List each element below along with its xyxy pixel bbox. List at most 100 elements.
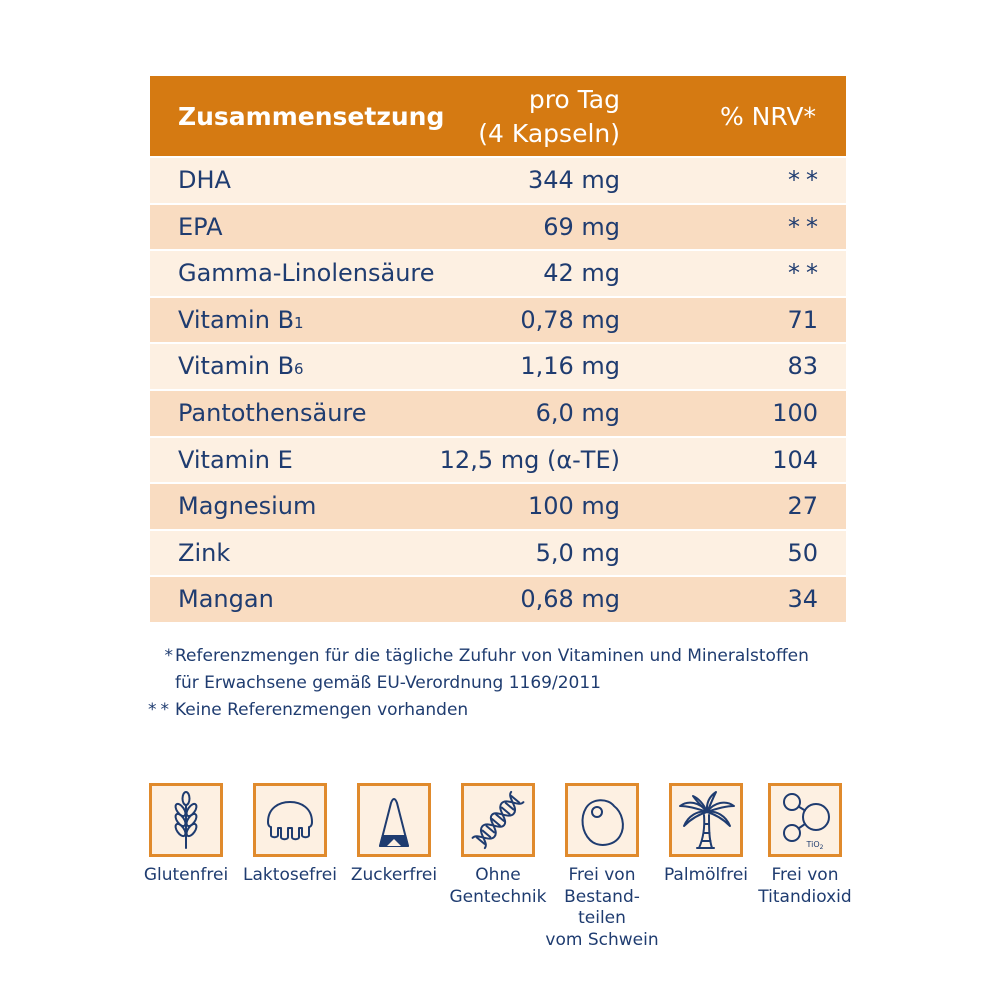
nutrient-name-subscript: 6 xyxy=(294,360,304,379)
badge-label-line: Zuckerfrei xyxy=(350,865,438,885)
nutrient-amount: 12,5 mg (α-TE) xyxy=(439,445,620,474)
badge-label: Laktosefrei xyxy=(225,865,355,887)
palm-tree-icon xyxy=(679,791,735,849)
nutrient-name: Zink xyxy=(178,538,231,567)
nutrient-row: DHA 344 mg ** xyxy=(150,158,846,203)
nutrient-nrv: ** xyxy=(788,259,824,288)
nutrient-name: Vitamin E xyxy=(178,445,293,474)
nutrient-row: Gamma-Linolensäure 42 mg ** xyxy=(150,251,846,296)
nutrient-nrv: 27 xyxy=(787,492,818,521)
nutrient-nrv: ** xyxy=(788,166,824,194)
column-header-per-day-line: pro Tag xyxy=(528,85,620,114)
badge-label: Ohne Gentechnik xyxy=(433,865,563,908)
composition-table: Zusammensetzung pro Tag (4 Kapseln) % NR… xyxy=(150,76,846,622)
footnote: ** Keine Referenzmengen vorhanden xyxy=(0,697,1000,724)
nutrient-row: Mangan 0,68 mg 34 xyxy=(150,577,846,622)
nutrient-amount: 0,68 mg xyxy=(520,585,620,614)
column-header-per-day: pro Tag (4 Kapseln) xyxy=(478,83,620,151)
footnote-continuation: für Erwachsene gemäß EU-Verordnung 1169/… xyxy=(0,670,1000,697)
badge-label-line: Palmölfrei xyxy=(663,865,749,885)
nutrient-row: Zink 5,0 mg 50 xyxy=(150,530,846,576)
badge-icon-box xyxy=(461,783,535,857)
badge-label-line: Titandioxid xyxy=(758,886,852,907)
badge-palm-oil-free: Palmölfrei xyxy=(641,783,771,887)
badge-titanium-dioxide-free: TiO2 Frei von Titandioxid xyxy=(740,783,870,908)
table-header: Zusammensetzung pro Tag (4 Kapseln) % NR… xyxy=(150,76,846,156)
nutrient-row: Vitamin E 12,5 mg (α-TE) 104 xyxy=(150,437,846,483)
badge-label-line: Ohne xyxy=(475,865,521,885)
column-header-composition: Zusammensetzung xyxy=(178,102,445,131)
badge-icon-box xyxy=(669,783,743,857)
nutrient-row: Vitamin B1 0,78 mg 71 xyxy=(150,297,846,346)
svg-text:TiO2: TiO2 xyxy=(806,840,824,851)
badge-label-line: Glutenfrei xyxy=(143,865,229,885)
nutrient-name: Mangan xyxy=(178,585,274,614)
badge-label: Frei von Titandioxid xyxy=(740,865,870,908)
nutrient-amount: 0,78 mg xyxy=(520,305,620,334)
dna-icon xyxy=(471,790,525,850)
product-badges: Glutenfrei Laktosefrei Zuckerfrei xyxy=(0,783,1000,1000)
molecule-formula: TiO xyxy=(806,840,820,849)
tio2-molecule-icon: TiO2 xyxy=(783,793,830,851)
footnotes: * Referenzmengen für die tägliche Zufuhr… xyxy=(0,643,1000,724)
badge-icon-box xyxy=(253,783,327,857)
nutrient-row: EPA 69 mg ** xyxy=(150,204,846,250)
badge-icon-box xyxy=(357,783,431,857)
footnote-text: für Erwachsene gemäß EU-Verordnung 1169/… xyxy=(175,673,601,693)
nutrient-nrv: 83 xyxy=(787,352,818,381)
nutrient-row: Pantothensäure 6,0 mg 100 xyxy=(150,390,846,436)
nutrient-name: EPA xyxy=(178,212,223,241)
column-header-per-day-line: (4 Kapseln) xyxy=(478,119,620,148)
nutrient-amount: 6,0 mg xyxy=(535,398,620,427)
footnote: * Referenzmengen für die tägliche Zufuhr… xyxy=(0,643,1000,670)
nutrient-name: Gamma-Linolensäure xyxy=(178,259,435,288)
nutrient-row: Magnesium 100 mg 27 xyxy=(150,484,846,529)
badge-gluten-free: Glutenfrei xyxy=(121,783,251,887)
nutrient-name: Pantothensäure xyxy=(178,398,367,427)
nutrient-amount: 5,0 mg xyxy=(535,538,620,567)
badge-lactose-free: Laktosefrei xyxy=(225,783,355,887)
badge-label-line: Laktosefrei xyxy=(243,865,337,885)
footnote-text: Referenzmengen für die tägliche Zufuhr v… xyxy=(175,646,809,666)
nutrient-name: Magnesium xyxy=(178,492,317,521)
nutrient-nrv: ** xyxy=(788,212,824,241)
badge-icon-box xyxy=(565,783,639,857)
footnote-text: Keine Referenzmengen vorhanden xyxy=(175,700,469,720)
footnote-marker: * xyxy=(164,646,174,666)
nutrient-name: Vitamin B1 xyxy=(178,298,304,346)
nutrient-nrv: 71 xyxy=(787,305,818,334)
badge-label-line: vom Schwein xyxy=(545,929,659,950)
badge-label-line: Bestand- xyxy=(564,886,640,907)
badge-gmo-free: Ohne Gentechnik xyxy=(433,783,563,908)
nutrient-amount: 42 mg xyxy=(543,259,620,288)
badge-label-line: teilen xyxy=(578,908,626,928)
footnote-marker: ** xyxy=(148,700,173,720)
badge-sugar-free: Zuckerfrei xyxy=(329,783,459,887)
nutrient-nrv: 104 xyxy=(772,445,818,474)
nutrient-amount: 1,16 mg xyxy=(520,352,620,381)
badge-icon-box xyxy=(149,783,223,857)
pork-cut-icon xyxy=(581,799,624,846)
badge-label: Glutenfrei xyxy=(121,865,251,887)
column-header-nrv: % NRV* xyxy=(719,102,816,131)
molecule-formula-subscript: 2 xyxy=(820,844,824,851)
badge-label: Frei von Bestand- teilen vom Schwein xyxy=(537,865,667,951)
badge-label: Palmölfrei xyxy=(641,865,771,887)
nutrient-name-text: Vitamin B xyxy=(178,305,295,334)
nutrient-name: Vitamin B6 xyxy=(178,344,304,392)
sugar-loaf-icon xyxy=(379,798,409,847)
badge-label: Zuckerfrei xyxy=(329,865,459,887)
badge-icon-box: TiO2 xyxy=(768,783,842,857)
nutrient-amount: 100 mg xyxy=(527,492,620,521)
nutrient-name: DHA xyxy=(178,166,231,194)
badge-label-line: Frei von xyxy=(568,865,636,885)
wheat-icon xyxy=(174,791,198,849)
badge-pork-free: Frei von Bestand- teilen vom Schwein xyxy=(537,783,667,951)
udder-icon xyxy=(267,801,313,841)
nutrient-row: Vitamin B6 1,16 mg 83 xyxy=(150,344,846,389)
badge-label-line: Frei von xyxy=(771,865,839,885)
nutrient-amount: 69 mg xyxy=(543,212,620,241)
badge-label-line: Gentechnik xyxy=(449,886,547,907)
nutrient-nrv: 50 xyxy=(787,538,818,567)
nutrient-amount: 344 mg xyxy=(527,166,620,194)
